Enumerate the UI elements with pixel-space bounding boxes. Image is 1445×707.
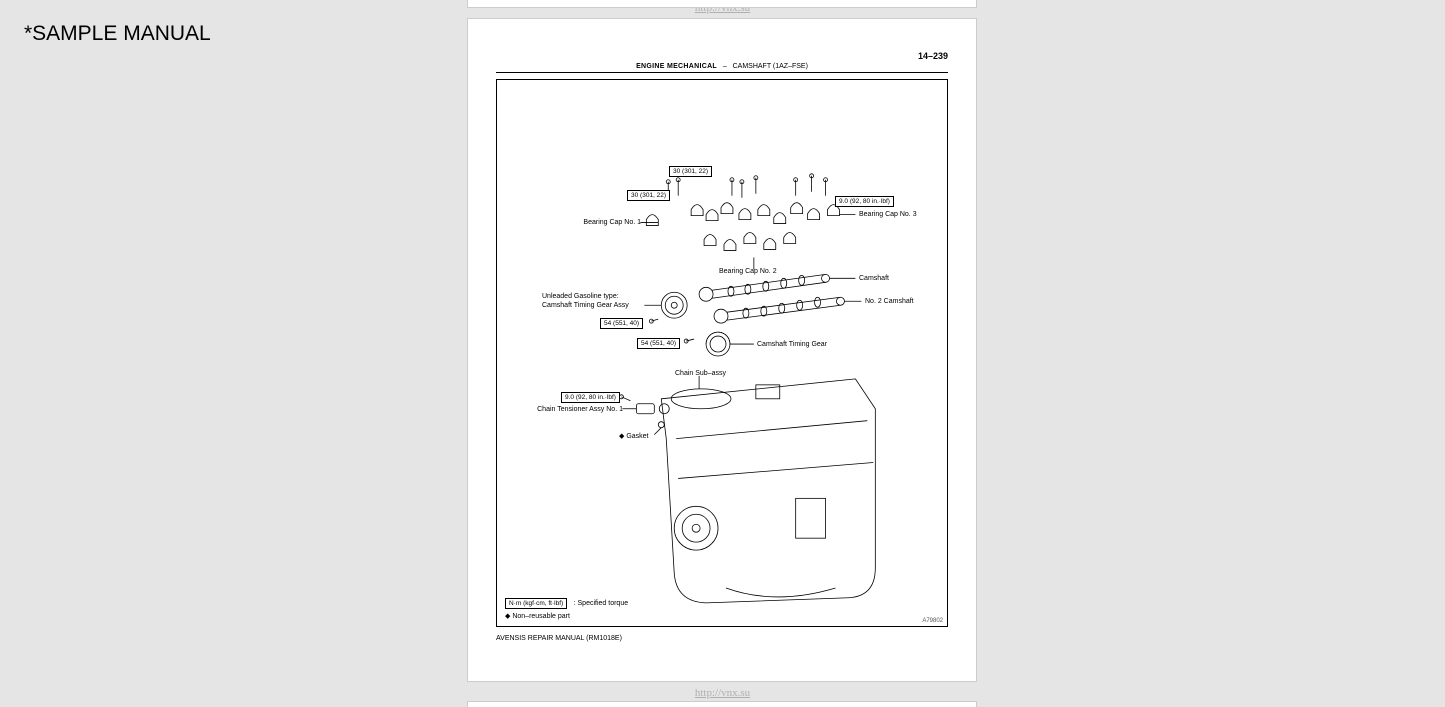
- label-gasoline-type: Unleaded Gasoline type:: [542, 293, 619, 300]
- label-camshaft: Camshaft: [859, 275, 889, 282]
- previous-page-edge: [467, 0, 977, 8]
- torque-box-30b: 30 (301, 22): [627, 190, 670, 201]
- manual-page: 14–239 ENGINE MECHANICAL – CAMSHAFT (1AZ…: [467, 18, 977, 682]
- torque-box-54b: 54 (551, 40): [637, 338, 680, 349]
- label-chain-sub: Chain Sub–assy: [675, 370, 726, 377]
- legend-specified: : Specified torque: [574, 600, 628, 607]
- torque-box-30a: 30 (301, 22): [669, 166, 712, 177]
- torque-box-9a: 9.0 (92, 80 in.·lbf): [835, 196, 894, 207]
- header-title: CAMSHAFT (1AZ–FSE): [733, 63, 808, 70]
- header-dash: –: [723, 63, 727, 70]
- sample-manual-label: *SAMPLE MANUAL: [24, 22, 211, 46]
- label-gasket: ◆ Gasket: [619, 432, 649, 440]
- diagram-frame: 30 (301, 22) 30 (301, 22) 9.0 (92, 80 in…: [496, 79, 948, 627]
- header-rule: ENGINE MECHANICAL – CAMSHAFT (1AZ–FSE): [496, 63, 948, 73]
- footer-manual: AVENSIS REPAIR MANUAL (RM1018E): [496, 635, 948, 642]
- watermark-url-bottom: http://vnx.su: [695, 687, 750, 699]
- torque-box-54a: 54 (551, 40): [600, 318, 643, 329]
- legend-nonreusable: ◆ Non–reusable part: [505, 612, 628, 620]
- label-bearing-cap-3: Bearing Cap No. 3: [859, 211, 917, 218]
- legend-torque-box: N·m (kgf·cm, ft·lbf): [505, 598, 567, 609]
- label-camshaft-2: No. 2 Camshaft: [865, 298, 914, 305]
- label-tensioner: Chain Tensioner Assy No. 1: [525, 406, 623, 413]
- engine-diagram: [497, 80, 947, 626]
- figure-id: A79802: [922, 618, 943, 624]
- label-timing-gear: Camshaft Timing Gear: [757, 341, 827, 348]
- legend: N·m (kgf·cm, ft·lbf) : Specified torque …: [505, 592, 628, 620]
- label-gear-assy: Camshaft Timing Gear Assy: [542, 302, 629, 309]
- label-bearing-cap-2: Bearing Cap No. 2: [719, 268, 777, 275]
- label-bearing-cap-1: Bearing Cap No. 1: [581, 219, 641, 226]
- header-section: ENGINE MECHANICAL: [636, 63, 717, 70]
- next-page-edge: [467, 701, 977, 707]
- header-text: ENGINE MECHANICAL – CAMSHAFT (1AZ–FSE): [496, 63, 948, 70]
- torque-box-9b: 9.0 (92, 80 in.·lbf): [561, 392, 620, 403]
- page-number: 14–239: [496, 51, 948, 61]
